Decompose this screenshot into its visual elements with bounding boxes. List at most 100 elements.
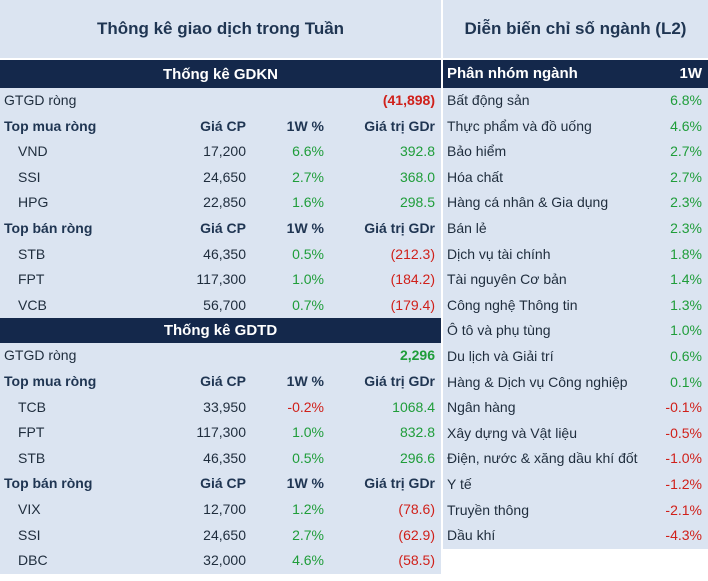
gdtd-section-header: Thống kê GDTD — [0, 318, 441, 344]
price: 33,950 — [203, 398, 246, 415]
sector-name: Truyền thông — [447, 501, 529, 518]
sector-row: Y tế -1.2% — [443, 471, 708, 498]
column-header-value: Giá trị GDr — [364, 475, 435, 492]
sector-change: 1.3% — [670, 296, 702, 313]
weekly-change: 1.0% — [292, 424, 324, 441]
sector-change: 1.0% — [670, 322, 702, 339]
column-header-pct: 1W % — [286, 219, 324, 236]
price: 117,300 — [196, 424, 246, 441]
weekly-change: 1.2% — [292, 500, 324, 517]
sector-change: -2.1% — [665, 501, 702, 518]
sector-change: -1.2% — [665, 475, 702, 492]
price: 22,850 — [203, 194, 246, 211]
weekly-change: 0.7% — [292, 296, 324, 313]
sector-change: 2.7% — [670, 168, 702, 185]
sector-row: Dầu khí -4.3% — [443, 523, 708, 549]
table-row: SSI 24,650 2.7% 368.0 — [0, 164, 441, 191]
column-header-value: Giá trị GDr — [364, 372, 435, 389]
weekly-trading-stats-panel: Thông kê giao dịch trong Tuần Thống kê G… — [0, 0, 441, 574]
ticker: FPT — [18, 424, 45, 441]
sector-change: -1.0% — [665, 450, 702, 467]
net-value: 298.5 — [399, 194, 435, 211]
sector-name: Du lịch và Giải trí — [447, 347, 554, 364]
sector-change: -0.1% — [665, 399, 702, 416]
sector-name: Hàng & Dịch vụ Công nghiệp — [447, 373, 628, 390]
column-header-1w: 1W — [679, 65, 703, 82]
sector-change: -4.3% — [665, 527, 702, 544]
sector-row: Du lịch và Giải trí 0.6% — [443, 343, 708, 370]
net-value: (78.6) — [398, 500, 435, 517]
column-header-value: Giá trị GDr — [364, 117, 435, 134]
column-header-value: Giá trị GDr — [364, 219, 435, 236]
gdtd-net-label: GTGD ròng — [4, 347, 77, 364]
sector-row: Hóa chất 2.7% — [443, 164, 708, 191]
sector-row: Điện, nước & xăng dầu khí đốt -1.0% — [443, 446, 708, 472]
column-header-name: Top bán ròng — [4, 219, 93, 236]
sector-row: Bán lẻ 2.3% — [443, 215, 708, 242]
sector-change: 1.8% — [670, 245, 702, 262]
sector-row: Truyền thông -2.1% — [443, 497, 708, 524]
net-value: 368.0 — [399, 168, 435, 185]
price: 24,650 — [203, 526, 246, 543]
net-value: (62.9) — [398, 526, 435, 543]
column-header-price: Giá CP — [200, 475, 246, 492]
price: 32,000 — [203, 552, 246, 569]
sector-name: Ô tô và phụ tùng — [447, 322, 551, 339]
price: 56,700 — [203, 296, 246, 313]
column-header-price: Giá CP — [200, 219, 246, 236]
ticker: TCB — [18, 398, 46, 415]
sector-change: 0.6% — [670, 347, 702, 364]
gdkn-net-value: (41,898) — [382, 92, 435, 108]
column-header-pct: 1W % — [286, 117, 324, 134]
ticker: HPG — [18, 194, 49, 211]
net-value: 296.6 — [399, 449, 435, 466]
weekly-change: 1.6% — [292, 194, 324, 211]
price: 24,650 — [203, 168, 246, 185]
sector-row: Ô tô và phụ tùng 1.0% — [443, 318, 708, 344]
table-row: STB 46,350 0.5% (212.3) — [0, 241, 441, 268]
sector-name: Điện, nước & xăng dầu khí đốt — [447, 450, 638, 467]
price: 17,200 — [203, 143, 246, 160]
ticker: STB — [18, 245, 46, 262]
sector-change: -0.5% — [665, 424, 702, 441]
sector-name: Xây dựng và Vật liệu — [447, 424, 578, 441]
gdkn-net-label: GTGD ròng — [4, 92, 77, 108]
gdkn-sell-header-row: Top bán ròng Giá CP 1W % Giá trị GDr — [0, 215, 441, 242]
column-header-pct: 1W % — [286, 372, 324, 389]
sector-change: 2.7% — [670, 143, 702, 160]
ticker: SSI — [18, 168, 41, 185]
net-value: 832.8 — [399, 424, 435, 441]
column-header-name: Top bán ròng — [4, 475, 93, 492]
weekly-change: 0.5% — [292, 245, 324, 262]
sector-row: Tài nguyên Cơ bản 1.4% — [443, 267, 708, 293]
sector-change: 4.6% — [670, 117, 702, 134]
net-value: (179.4) — [390, 296, 435, 313]
sector-row: Ngân hàng -0.1% — [443, 395, 708, 421]
net-value: (212.3) — [390, 245, 435, 262]
sector-index-panel: Diễn biến chỉ số ngành (L2) Phân nhóm ng… — [441, 0, 708, 549]
sector-index-title: Diễn biến chỉ số ngành (L2) — [443, 0, 708, 60]
column-header-price: Giá CP — [200, 372, 246, 389]
gdkn-net-value-row: GTGD ròng (41,898) — [0, 88, 441, 114]
sector-change: 2.3% — [670, 194, 702, 211]
weekly-change: -0.2% — [287, 398, 324, 415]
sector-name: Bán lẻ — [447, 219, 487, 236]
sector-row: Xây dựng và Vật liệu -0.5% — [443, 420, 708, 447]
price: 46,350 — [203, 245, 246, 262]
gdtd-buy-header-row: Top mua ròng Giá CP 1W % Giá trị GDr — [0, 368, 441, 395]
table-row: FPT 117,300 1.0% 832.8 — [0, 420, 441, 446]
column-header-name: Top mua ròng — [4, 117, 97, 134]
weekly-stats-title: Thông kê giao dịch trong Tuần — [0, 0, 441, 60]
ticker: STB — [18, 449, 46, 466]
sector-name: Thực phẩm và đồ uống — [447, 117, 592, 134]
weekly-change: 0.5% — [292, 449, 324, 466]
gdkn-buy-header-row: Top mua ròng Giá CP 1W % Giá trị GDr — [0, 113, 441, 140]
table-row: VCB 56,700 0.7% (179.4) — [0, 292, 441, 319]
sector-change: 2.3% — [670, 219, 702, 236]
ticker: DBC — [18, 552, 48, 569]
sector-row: Dịch vụ tài chính 1.8% — [443, 241, 708, 268]
sector-table-header: Phân nhóm ngành 1W — [443, 60, 708, 88]
column-header-price: Giá CP — [200, 117, 246, 134]
sector-change: 6.8% — [670, 92, 702, 108]
weekly-change: 6.6% — [292, 143, 324, 160]
